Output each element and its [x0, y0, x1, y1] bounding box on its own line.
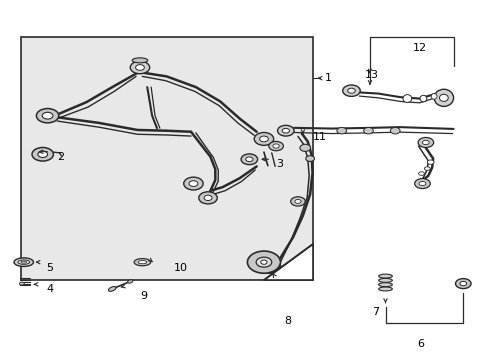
Ellipse shape [378, 274, 391, 278]
Ellipse shape [419, 95, 426, 102]
Ellipse shape [199, 192, 217, 204]
Ellipse shape [268, 141, 283, 151]
Ellipse shape [305, 156, 314, 161]
Ellipse shape [417, 138, 433, 148]
Text: 11: 11 [312, 132, 326, 142]
Ellipse shape [256, 257, 271, 267]
Ellipse shape [342, 85, 360, 96]
Ellipse shape [439, 94, 447, 102]
Ellipse shape [389, 127, 399, 134]
Ellipse shape [418, 181, 425, 186]
Ellipse shape [277, 125, 293, 136]
Ellipse shape [424, 167, 429, 170]
Ellipse shape [254, 132, 273, 145]
Ellipse shape [294, 199, 301, 203]
Ellipse shape [455, 279, 470, 289]
Ellipse shape [36, 109, 59, 123]
Text: 10: 10 [174, 262, 187, 273]
Ellipse shape [459, 282, 466, 286]
Bar [21, 37, 312, 280]
Ellipse shape [189, 181, 198, 186]
Text: 5: 5 [46, 262, 53, 273]
Text: 2: 2 [57, 152, 64, 162]
Ellipse shape [427, 160, 433, 164]
Ellipse shape [135, 64, 144, 70]
Ellipse shape [14, 258, 33, 266]
Text: 12: 12 [412, 43, 426, 53]
Ellipse shape [260, 260, 266, 264]
Ellipse shape [134, 258, 150, 266]
Ellipse shape [245, 157, 252, 162]
Ellipse shape [378, 283, 391, 287]
Ellipse shape [430, 94, 436, 99]
Ellipse shape [38, 151, 47, 157]
Polygon shape [264, 244, 312, 280]
Ellipse shape [363, 127, 372, 134]
Ellipse shape [422, 140, 428, 145]
Ellipse shape [127, 280, 133, 283]
Ellipse shape [108, 287, 116, 291]
Ellipse shape [247, 251, 280, 273]
Ellipse shape [414, 179, 429, 189]
Ellipse shape [272, 144, 279, 148]
Ellipse shape [378, 287, 391, 291]
Ellipse shape [282, 129, 289, 133]
Ellipse shape [21, 261, 27, 263]
Ellipse shape [241, 154, 257, 165]
Text: 9: 9 [140, 291, 147, 301]
Ellipse shape [32, 148, 53, 161]
Ellipse shape [203, 195, 211, 201]
Ellipse shape [20, 282, 24, 285]
Text: 4: 4 [46, 284, 53, 294]
Ellipse shape [290, 197, 305, 206]
Ellipse shape [299, 144, 310, 152]
Text: 13: 13 [365, 69, 378, 80]
Ellipse shape [378, 278, 391, 282]
Text: 7: 7 [371, 307, 379, 317]
Text: 6: 6 [416, 339, 423, 349]
Ellipse shape [259, 136, 268, 142]
Ellipse shape [130, 61, 149, 74]
Ellipse shape [183, 177, 203, 190]
Ellipse shape [138, 261, 146, 264]
Text: 3: 3 [276, 159, 283, 169]
Ellipse shape [18, 260, 30, 264]
Text: 1: 1 [324, 73, 331, 83]
Ellipse shape [132, 58, 147, 63]
Ellipse shape [42, 112, 53, 119]
Ellipse shape [336, 127, 346, 134]
Text: 8: 8 [284, 316, 291, 326]
Ellipse shape [402, 95, 411, 103]
Ellipse shape [347, 88, 355, 93]
Ellipse shape [433, 89, 453, 107]
Ellipse shape [418, 172, 424, 175]
